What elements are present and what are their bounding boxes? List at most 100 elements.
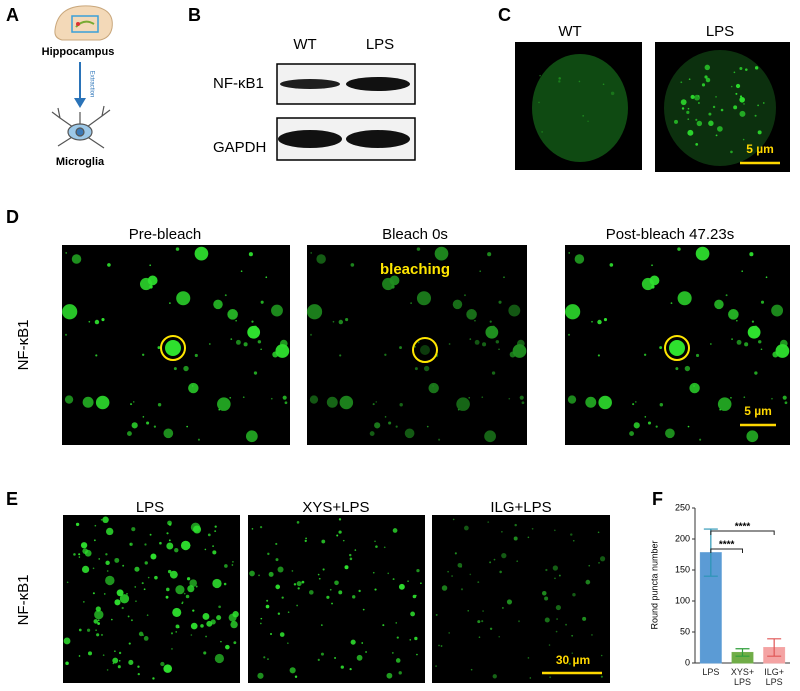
punctum — [257, 672, 264, 679]
punctum — [570, 533, 573, 536]
punctum — [643, 353, 647, 356]
punctum — [531, 527, 534, 530]
punctum — [372, 403, 375, 406]
punctum — [92, 592, 95, 595]
punctum — [284, 401, 288, 405]
punctum — [94, 524, 97, 527]
punctum — [253, 371, 258, 375]
punctum — [81, 565, 90, 574]
punctum — [404, 428, 415, 439]
arrow-head — [74, 98, 86, 108]
punctum — [260, 348, 262, 351]
punctum — [598, 395, 612, 410]
punctum — [633, 422, 640, 429]
punctum — [739, 110, 746, 117]
punctum — [146, 614, 149, 616]
punctum — [132, 401, 135, 403]
punctum — [470, 668, 473, 671]
punctum — [130, 403, 133, 406]
punctum — [448, 343, 451, 345]
punctum — [558, 574, 561, 577]
punctum — [144, 543, 147, 546]
punctum — [467, 610, 470, 612]
punctum — [416, 653, 418, 656]
punctum — [597, 354, 600, 357]
punctum — [146, 421, 150, 425]
punctum — [741, 270, 743, 273]
punctum — [105, 560, 110, 566]
punctum — [332, 320, 335, 323]
punctum — [565, 304, 581, 320]
punctum — [173, 367, 177, 371]
punctum — [695, 353, 700, 358]
punctum — [485, 325, 499, 339]
punctum — [491, 371, 496, 375]
punctum — [275, 558, 279, 562]
punctum — [695, 118, 698, 121]
punctum — [338, 590, 343, 595]
significance-label: **** — [719, 540, 735, 551]
punctum — [468, 396, 471, 399]
punctum — [130, 619, 133, 622]
punctum — [95, 354, 98, 357]
punctum — [554, 529, 556, 532]
punctum — [186, 577, 191, 581]
punctum — [469, 338, 472, 340]
punctum — [730, 85, 733, 88]
punctum — [171, 648, 173, 650]
brain-icon — [54, 5, 113, 41]
punctum — [106, 570, 109, 572]
punctum — [149, 264, 152, 267]
punctum — [80, 542, 88, 549]
punctum — [487, 521, 490, 523]
punctum — [154, 575, 158, 580]
punctum — [375, 401, 378, 403]
puncta-layer — [63, 516, 606, 680]
punctum — [651, 264, 653, 267]
punctum — [204, 548, 207, 551]
punctum — [336, 534, 339, 537]
punctum — [186, 425, 188, 428]
punctum — [466, 309, 477, 320]
punctum — [548, 644, 551, 646]
punctum — [744, 342, 749, 347]
punctum — [213, 299, 223, 310]
punctum — [395, 622, 398, 624]
punctum — [134, 566, 140, 572]
punctum — [275, 542, 278, 546]
punctum — [539, 74, 541, 77]
punctum — [340, 665, 344, 669]
punctum — [228, 613, 237, 622]
punctum — [87, 651, 93, 656]
punctum — [782, 395, 787, 400]
punctum — [387, 572, 390, 575]
punctum — [572, 593, 576, 597]
punctum — [270, 397, 273, 400]
error-bar — [767, 638, 782, 657]
punctum — [107, 263, 111, 267]
punctum — [301, 580, 305, 584]
punctum — [62, 304, 78, 320]
punctum — [765, 276, 768, 279]
punctum — [97, 619, 100, 622]
punctum — [326, 396, 338, 408]
punctum — [565, 623, 567, 626]
punctum — [118, 659, 121, 662]
caption: Extraction — [88, 71, 94, 98]
punctum — [152, 677, 155, 680]
punctum — [168, 539, 171, 542]
punctum — [128, 642, 131, 645]
roi-circle — [160, 335, 186, 361]
punctum — [119, 594, 130, 604]
punctum — [232, 561, 234, 563]
punctum — [571, 634, 574, 637]
punctum — [143, 588, 146, 591]
punctum — [677, 247, 681, 251]
punctum — [454, 552, 457, 555]
punctum — [464, 294, 466, 297]
punctum — [544, 596, 549, 601]
panel-label: B — [188, 5, 201, 25]
punctum — [251, 320, 254, 323]
punctum — [100, 633, 104, 636]
error-bar — [735, 648, 750, 657]
